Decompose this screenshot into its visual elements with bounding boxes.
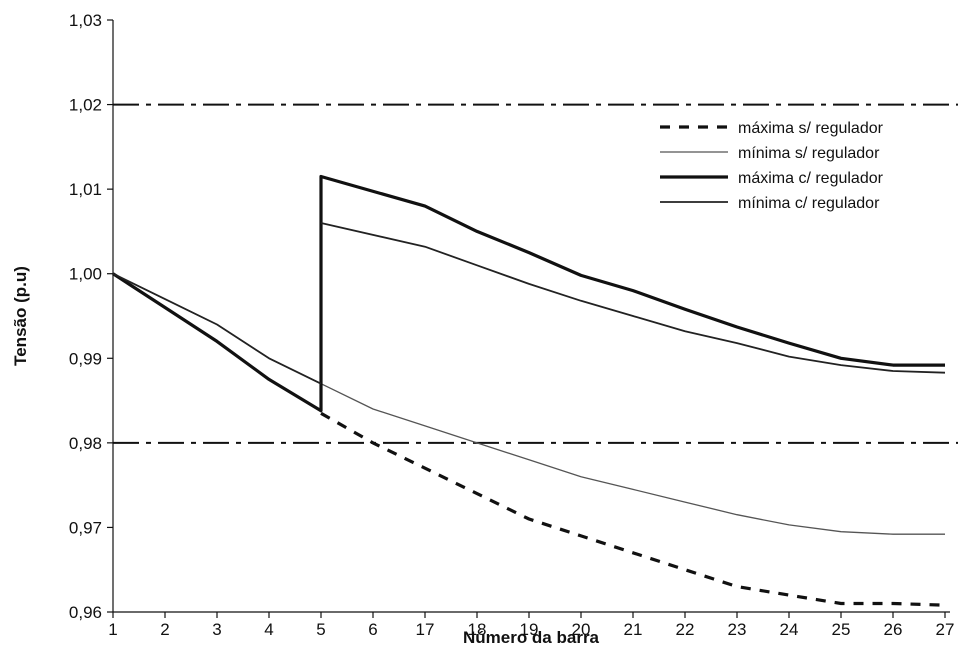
reference-lines xyxy=(113,103,958,444)
x-tick-label: 1 xyxy=(108,620,117,639)
series-line xyxy=(112,174,945,413)
x-axis-label: Número da barra xyxy=(463,628,600,647)
x-tick-label: 26 xyxy=(884,620,903,639)
legend-entry: máxima c/ regulador xyxy=(738,170,884,187)
x-tick-label: 6 xyxy=(368,620,377,639)
y-tick-label: 0,98 xyxy=(69,434,102,453)
x-tick-label: 17 xyxy=(416,620,435,639)
x-tick-label: 21 xyxy=(624,620,643,639)
x-tick-label: 4 xyxy=(264,620,273,639)
series-line xyxy=(112,222,946,385)
y-tick-label: 1,02 xyxy=(69,96,102,115)
legend-entry: mínima c/ regulador xyxy=(738,195,880,212)
legend-entry: máxima s/ regulador xyxy=(738,120,884,137)
y-tick-label: 1,01 xyxy=(69,180,102,199)
x-tick-label: 20 xyxy=(572,620,591,639)
y-tick-label: 0,96 xyxy=(69,603,102,622)
x-tick-label: 3 xyxy=(212,620,221,639)
series-lines xyxy=(112,174,946,607)
legend-entry: mínima s/ regulador xyxy=(738,145,880,162)
x-tick-label: 18 xyxy=(468,620,487,639)
x-tick-label: 22 xyxy=(676,620,695,639)
y-tick-label: 0,99 xyxy=(69,349,102,368)
x-tick-label: 27 xyxy=(936,620,955,639)
x-ticks: 1 2 3 4 5 6 17 18 19 20 21 22 23 24 25 26 27 xyxy=(108,612,954,639)
legend: máxima s/ regulador mínima s/ regulador má… xyxy=(660,120,884,212)
x-tick-label: 19 xyxy=(520,620,539,639)
y-axis-label: Tensão (p.u) xyxy=(11,266,30,366)
series-line xyxy=(112,273,945,535)
y-tick-label: 1,03 xyxy=(69,11,102,30)
x-tick-label: 2 xyxy=(160,620,169,639)
y-ticks: 0,96 0,97 0,98 0,99 1,00 1,01 1,02 1,03 xyxy=(69,11,113,622)
y-tick-label: 1,00 xyxy=(69,265,102,284)
x-tick-label: 5 xyxy=(316,620,325,639)
axes xyxy=(112,20,950,613)
series-line xyxy=(320,411,946,607)
x-tick-label: 25 xyxy=(832,620,851,639)
x-tick-label: 24 xyxy=(780,620,799,639)
y-tick-label: 0,97 xyxy=(69,518,102,537)
x-tick-label: 23 xyxy=(728,620,747,639)
